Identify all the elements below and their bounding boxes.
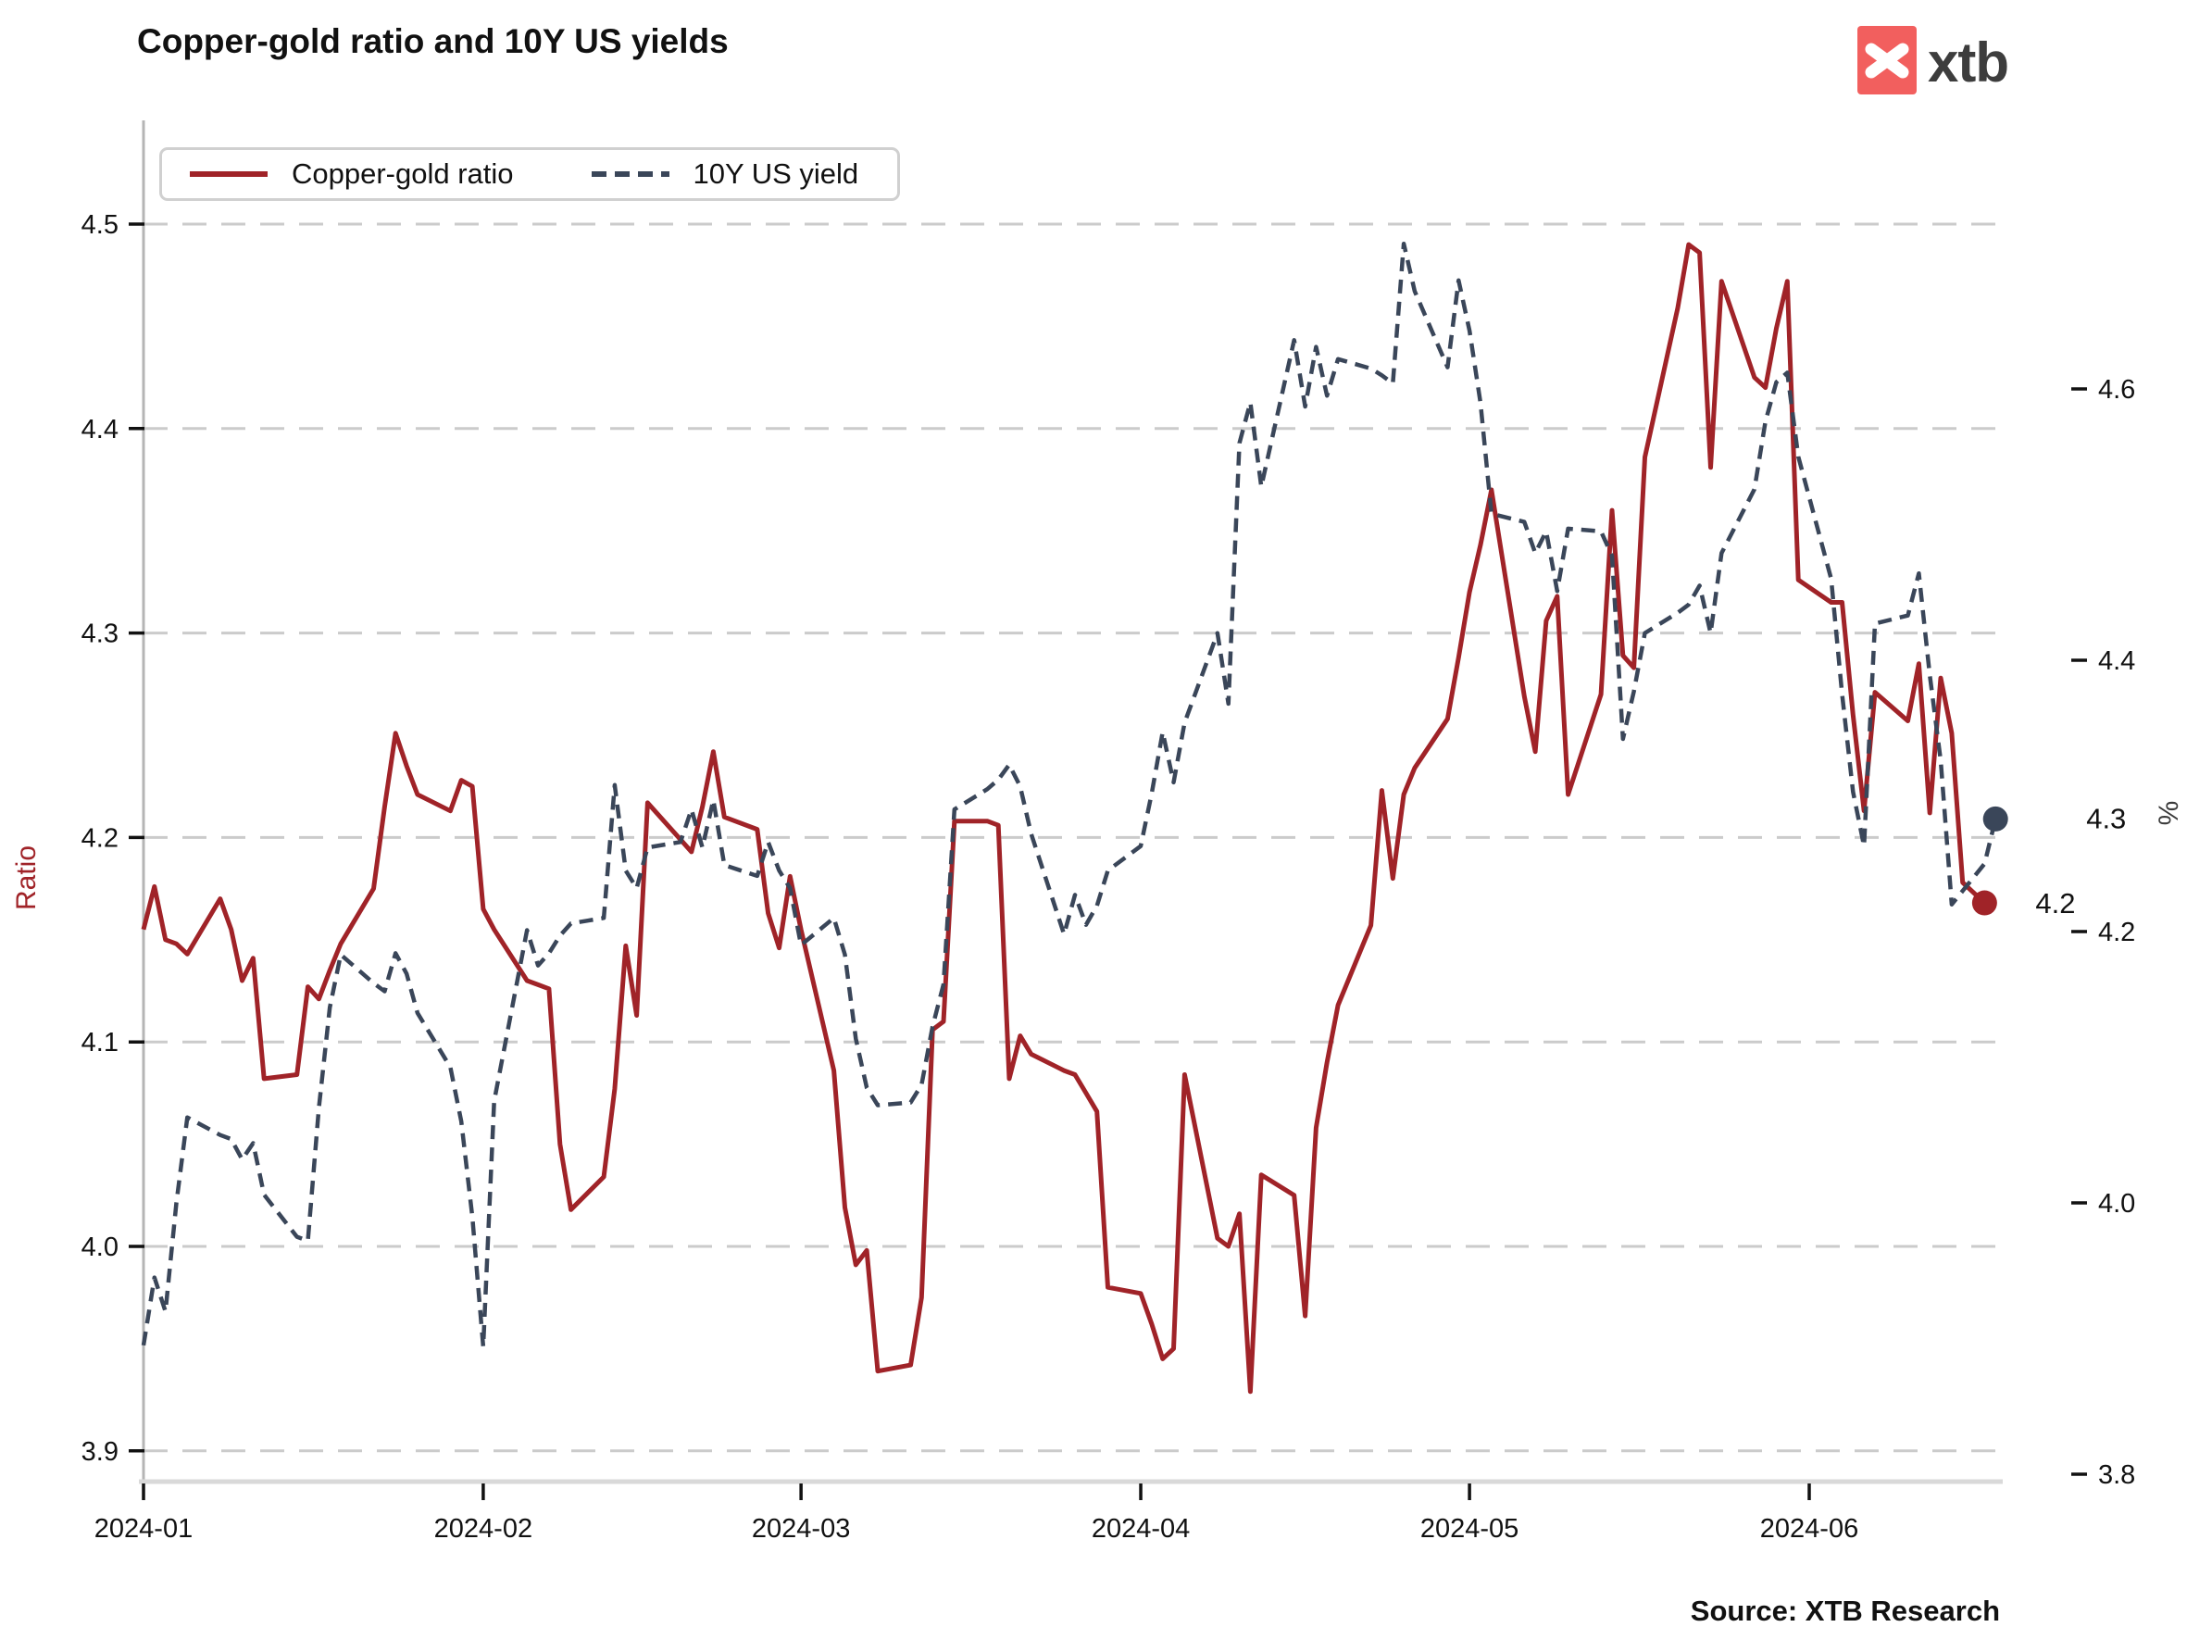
yield-end-label: 4.3 (2086, 802, 2126, 834)
right-axis-tick-label: 3.8 (2098, 1460, 2135, 1490)
copper-gold-end-dot (1971, 890, 1997, 916)
yield-end-dot (1982, 806, 2008, 832)
right-axis-tick-label: 4.4 (2098, 646, 2135, 676)
copper-gold-line (141, 242, 1987, 1395)
x-axis-tick-label: 2024-06 (1760, 1514, 1858, 1544)
left-axis-tick-label: 4.0 (81, 1233, 119, 1262)
left-axis-title: Ratio (11, 845, 42, 910)
x-axis-tick-label: 2024-03 (752, 1514, 850, 1544)
legend-label: Copper-gold ratio (292, 157, 514, 190)
legend: Copper-gold ratio 10Y US yield (159, 147, 901, 201)
right-axis-tick-label: 4.0 (2098, 1189, 2135, 1219)
copper-gold-end-label: 4.2 (2035, 887, 2075, 920)
source-credit: Source: XTB Research (1690, 1595, 2000, 1627)
right-axis-title: % (2154, 801, 2184, 826)
xtb-logo-text: xtb (1928, 31, 2009, 94)
right-axis-tick-label: 4.2 (2098, 918, 2135, 947)
left-axis-tick-label: 4.2 (81, 823, 119, 853)
left-axis-tick-label: 4.5 (81, 210, 119, 240)
yield-line (141, 241, 1998, 1349)
copper-gold-line-swatch (190, 171, 268, 177)
x-axis-tick-label: 2024-04 (1092, 1514, 1190, 1544)
left-axis-tick-label: 3.9 (81, 1437, 119, 1467)
x-axis-tick-label: 2024-05 (1420, 1514, 1518, 1544)
chart-title: Copper-gold ratio and 10Y US yields (137, 22, 729, 60)
left-axis-tick-label: 4.1 (81, 1028, 119, 1058)
legend-item-copper-gold: Copper-gold ratio (190, 157, 514, 191)
xtb-logo: xtb (1857, 26, 2009, 99)
left-axis-tick-label: 4.3 (81, 620, 119, 649)
xtb-logo-icon (1857, 26, 1917, 99)
yield-line-swatch (591, 171, 669, 177)
legend-item-10y-yield: 10Y US yield (591, 157, 859, 191)
right-axis-tick-label: 4.6 (2098, 375, 2135, 405)
left-axis-tick-label: 4.4 (81, 415, 119, 444)
x-axis-tick-label: 2024-01 (94, 1514, 193, 1544)
legend-label: 10Y US yield (693, 157, 859, 190)
x-axis-tick-label: 2024-02 (434, 1514, 532, 1544)
